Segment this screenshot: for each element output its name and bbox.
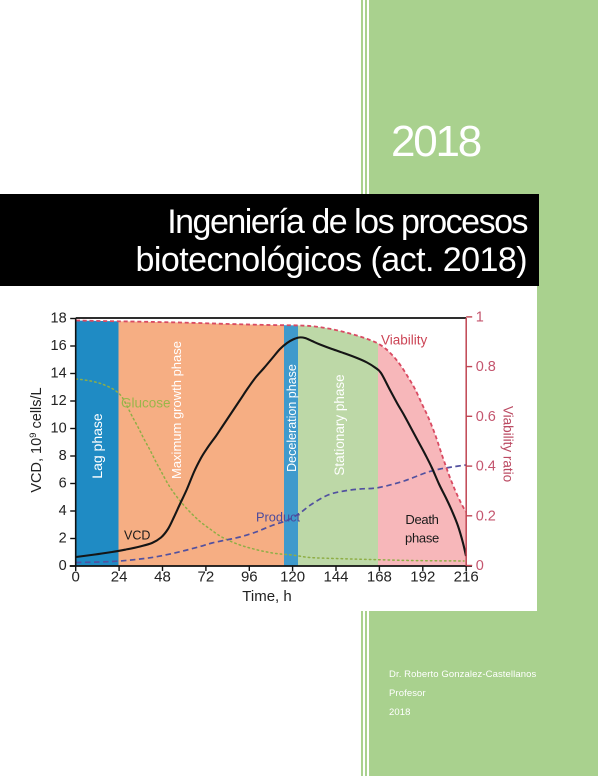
svg-text:24: 24	[111, 569, 128, 586]
svg-text:16: 16	[51, 338, 67, 354]
svg-text:Maximum growth phase: Maximum growth phase	[169, 341, 184, 479]
svg-text:4: 4	[59, 503, 67, 519]
svg-text:VCD, 109 cells/L: VCD, 109 cells/L	[28, 387, 46, 492]
svg-text:0: 0	[59, 558, 67, 574]
svg-text:Death: Death	[405, 512, 438, 527]
svg-text:Lag phase: Lag phase	[89, 413, 105, 479]
svg-text:VCD: VCD	[124, 529, 150, 543]
svg-text:0.6: 0.6	[476, 409, 496, 425]
svg-text:96: 96	[241, 569, 258, 586]
svg-text:48: 48	[154, 569, 171, 586]
svg-text:18: 18	[51, 310, 67, 326]
svg-text:120: 120	[280, 569, 305, 586]
svg-text:8: 8	[59, 448, 67, 464]
svg-text:12: 12	[51, 393, 67, 409]
svg-text:2: 2	[59, 530, 67, 546]
svg-text:phase: phase	[405, 531, 439, 546]
svg-text:10: 10	[51, 420, 67, 436]
svg-text:1: 1	[476, 310, 484, 326]
svg-text:168: 168	[367, 569, 392, 586]
svg-text:Viability: Viability	[381, 333, 428, 348]
svg-text:Viability ratio: Viability ratio	[501, 406, 516, 482]
svg-text:0.4: 0.4	[476, 459, 496, 475]
svg-text:Stationary phase: Stationary phase	[332, 374, 347, 475]
svg-text:0: 0	[72, 569, 80, 586]
svg-text:6: 6	[59, 475, 67, 491]
svg-text:0: 0	[476, 558, 484, 574]
svg-text:Product: Product	[256, 510, 301, 525]
svg-text:Glucose: Glucose	[121, 396, 171, 411]
svg-text:216: 216	[454, 569, 479, 586]
svg-text:Deceleration phase: Deceleration phase	[285, 364, 299, 472]
svg-text:0.8: 0.8	[476, 359, 496, 375]
svg-text:Time, h: Time, h	[242, 588, 291, 605]
svg-text:14: 14	[51, 365, 67, 381]
svg-text:144: 144	[323, 569, 348, 586]
svg-text:192: 192	[410, 569, 435, 586]
svg-text:0.2: 0.2	[476, 508, 496, 524]
svg-text:72: 72	[198, 569, 215, 586]
